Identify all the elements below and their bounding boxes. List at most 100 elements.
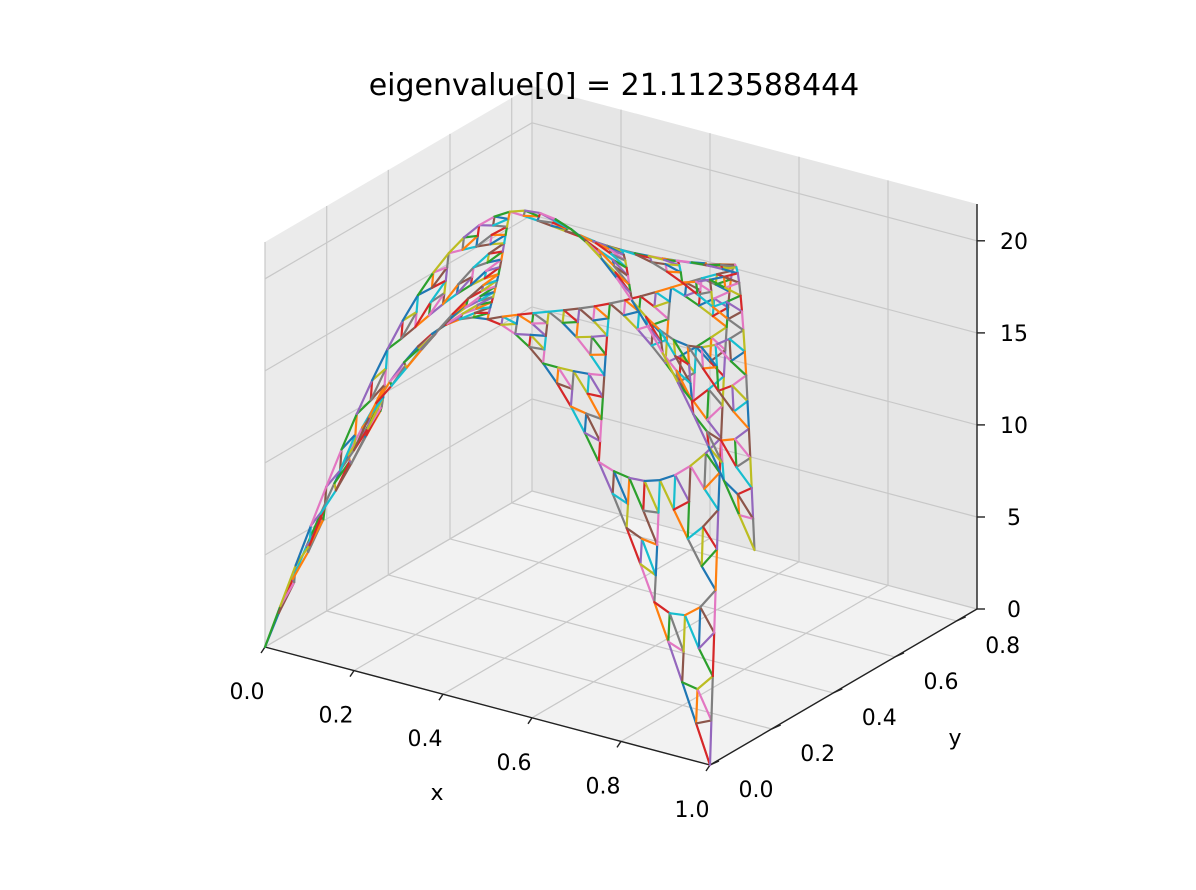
gasket-edge xyxy=(587,372,605,399)
gasket-edge xyxy=(694,687,699,725)
gasket-edge xyxy=(441,283,460,306)
gasket-edge xyxy=(429,279,447,304)
gasket-edge xyxy=(686,537,703,568)
gasket-edge xyxy=(697,605,702,650)
gasket-edge xyxy=(672,473,677,511)
gasket-edge xyxy=(710,674,714,722)
gasket-edge xyxy=(592,317,610,322)
gasket-edge xyxy=(625,502,630,530)
gasket-edge xyxy=(658,479,675,511)
grid-line-left-z xyxy=(264,214,533,372)
gasket-edge xyxy=(700,277,717,286)
gasket-edge xyxy=(719,438,737,442)
y-tick-label: 0.8 xyxy=(985,634,1020,659)
gasket-edge xyxy=(635,253,653,264)
gasket-edge xyxy=(369,379,374,402)
gasket-edge xyxy=(430,271,435,289)
z-tick-label: 5 xyxy=(1007,506,1021,531)
gasket-edge xyxy=(650,338,669,347)
gasket-edge xyxy=(715,508,720,551)
gasket-edge xyxy=(403,347,421,364)
gasket-edge xyxy=(586,392,605,399)
gasket-edge xyxy=(636,328,653,347)
gasket-edge xyxy=(586,372,591,395)
gasket-edge xyxy=(466,284,485,300)
gasket-edge xyxy=(432,252,450,274)
gasket-edge xyxy=(736,493,755,520)
x-tick-label: 0.0 xyxy=(230,680,265,705)
gasket-edge xyxy=(736,486,753,496)
gasket-edge xyxy=(590,335,607,356)
gasket-edge xyxy=(462,224,481,239)
gasket-edge xyxy=(742,329,746,353)
gasket-edge xyxy=(554,218,573,231)
gasket-edge xyxy=(594,242,613,256)
gasket-edge xyxy=(611,470,616,495)
gasket-edge xyxy=(603,353,607,377)
gasket-edge xyxy=(569,227,588,244)
gasket-edge xyxy=(339,448,343,472)
gasket-edge xyxy=(446,252,450,269)
gasket-edge xyxy=(415,294,420,313)
grid-line-floor-y xyxy=(449,538,896,658)
gasket-edge xyxy=(530,322,548,337)
gasket-edge xyxy=(587,372,606,377)
gasket-edge xyxy=(583,412,588,434)
gasket-edge xyxy=(710,290,714,308)
gasket-edge xyxy=(736,493,741,517)
gasket-edge xyxy=(726,290,731,309)
gasket-edge xyxy=(500,323,517,336)
gasket-edge xyxy=(647,254,666,261)
gasket-edge xyxy=(561,321,578,339)
gasket-edge xyxy=(294,524,312,567)
gasket-edge xyxy=(700,547,719,568)
gasket-edge xyxy=(572,370,589,395)
gasket-edge xyxy=(483,265,502,280)
x-tick-mark xyxy=(616,741,622,748)
gasket-edge xyxy=(557,366,574,391)
gasket-edge xyxy=(667,300,671,321)
gasket-edge xyxy=(707,388,724,407)
gasket-edge xyxy=(501,315,518,325)
gasket-edge xyxy=(532,312,549,325)
axis-panes xyxy=(265,86,977,765)
gasket-edge xyxy=(696,290,713,296)
gasket-edge xyxy=(430,266,449,289)
gasket-edge xyxy=(725,294,742,303)
gasket-edge xyxy=(711,300,728,308)
gasket-edge xyxy=(728,337,733,363)
gasket-edge xyxy=(700,565,717,592)
gasket-edge xyxy=(597,249,616,268)
gasket-edge xyxy=(651,317,670,326)
gasket-edge xyxy=(686,344,705,370)
gasket-edge xyxy=(686,344,703,349)
gasket-edge xyxy=(514,332,531,348)
gasket-edge xyxy=(291,550,310,581)
gasket-edge xyxy=(654,543,659,577)
gasket-edge xyxy=(701,366,719,370)
chart-title: eigenvalue[0] = 21.1123588444 xyxy=(369,68,860,103)
gasket-edge xyxy=(401,310,418,322)
gasket-edge xyxy=(672,338,677,358)
gasket-edge xyxy=(721,268,739,275)
gasket-edge xyxy=(626,476,631,506)
y-tick-mark xyxy=(709,760,720,766)
gasket-edge xyxy=(636,310,641,331)
gasket-edge xyxy=(340,412,358,451)
gasket-edge xyxy=(461,303,479,315)
gasket-edge xyxy=(711,305,730,321)
gasket-edge xyxy=(692,371,696,403)
gasket-edge xyxy=(735,466,753,490)
gasket-edge xyxy=(696,674,714,691)
gasket-edge xyxy=(430,279,447,289)
gasket-edge xyxy=(486,318,503,326)
y-tick-mark xyxy=(894,652,905,658)
gasket-edge xyxy=(400,319,404,340)
gasket-edge xyxy=(386,337,403,351)
gasket-edge xyxy=(501,313,520,318)
gasket-edge xyxy=(654,286,673,294)
gasket-edge xyxy=(569,387,574,408)
gasket-edge xyxy=(731,384,735,413)
gasket-edge xyxy=(464,295,482,309)
gasket-edge xyxy=(416,271,435,297)
